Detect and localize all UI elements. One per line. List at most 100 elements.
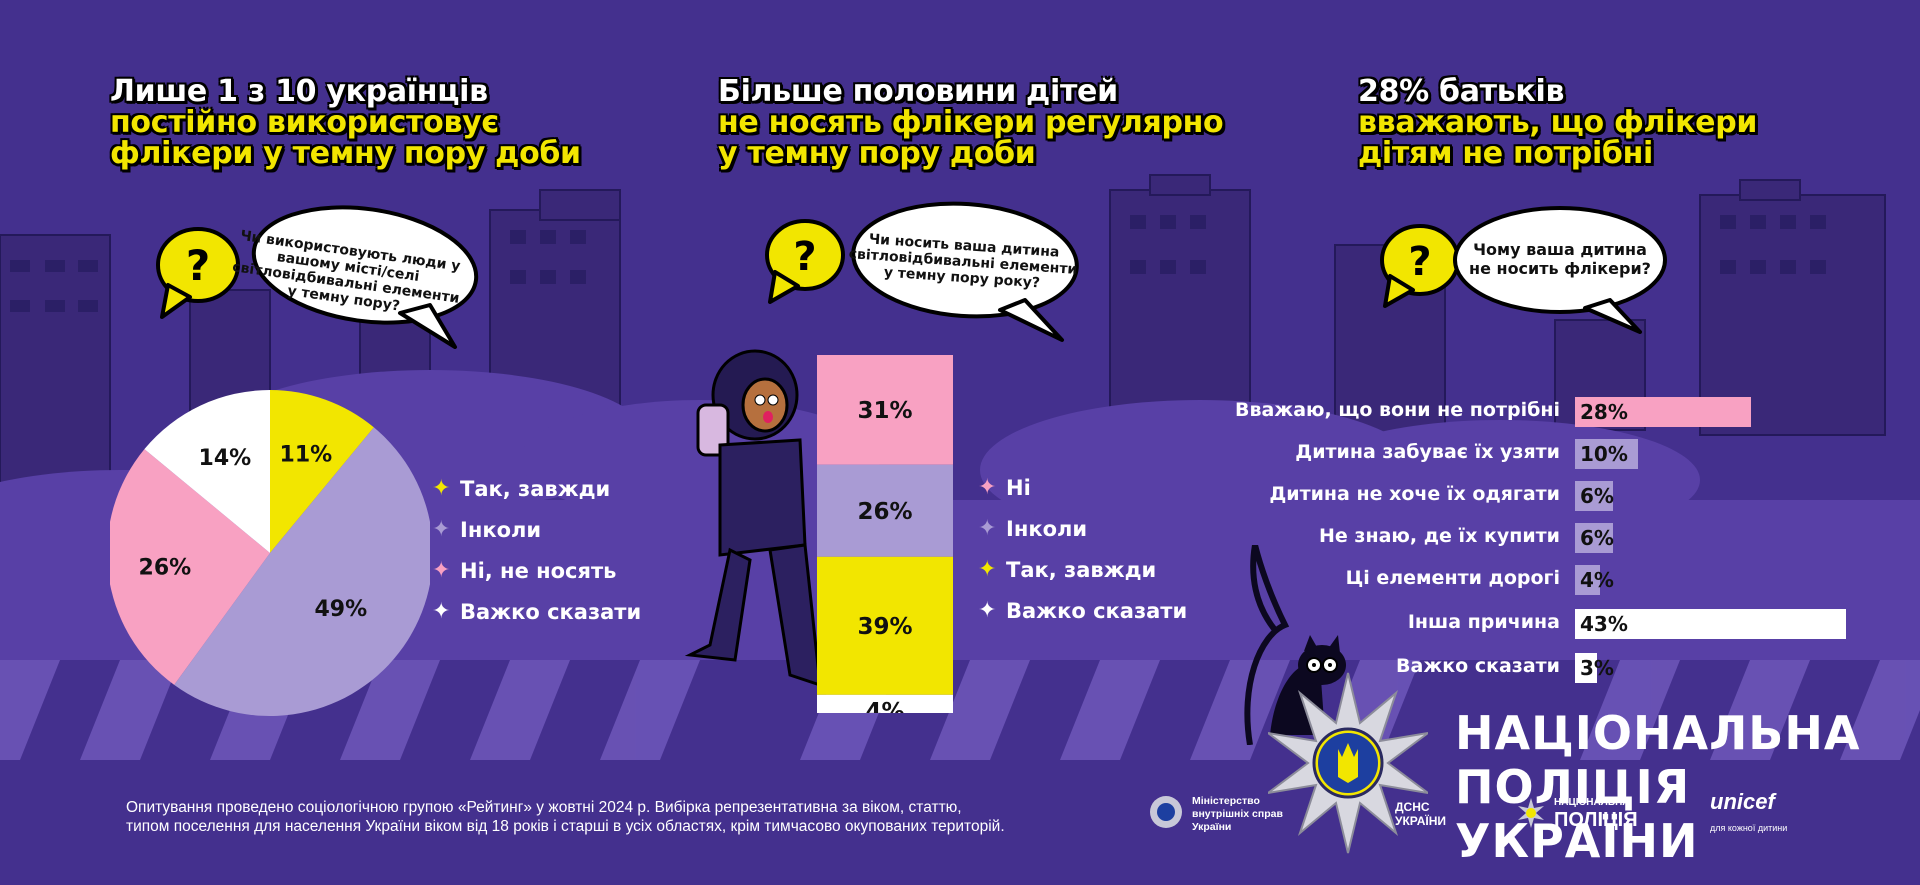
hbar-value-label: 3% <box>1580 656 1614 680</box>
stacked-bar-segment <box>817 464 953 557</box>
np-line1: НАЦІОНАЛЬНА <box>1554 797 1630 808</box>
footnote-line2: типом поселення для населення України ві… <box>126 818 1005 835</box>
star-icon: ✦ <box>432 476 451 501</box>
panel2-title-line1: Більше половини дітей <box>718 74 1118 109</box>
stacked-bar-label: 26% <box>857 499 912 525</box>
hbar-value-label: 43% <box>1580 612 1628 636</box>
panel2-speech-bubbles: ? <box>765 201 1079 342</box>
stacked-bar-label: 31% <box>857 398 912 424</box>
pie-slice-label: 49% <box>315 597 368 622</box>
hbar-category-label: Ці елементи дорогі <box>1345 567 1560 589</box>
panel3-title-line3: дітям не потрібні <box>1358 136 1653 171</box>
panel1-title-line3: флікери у темну пору доби <box>110 136 581 171</box>
panel1-speech-bubbles: ? <box>156 205 479 349</box>
survey-footnote: Опитування проведено соціологічною групо… <box>126 798 1005 836</box>
question-bubble <box>1453 206 1667 334</box>
stacked-bar-segment <box>817 556 953 695</box>
legend-label: Ні <box>1006 475 1031 500</box>
panel1-pie-chart: 11% 49% 26% 14% <box>110 390 430 716</box>
mvs-line3: України <box>1192 821 1232 833</box>
legend-item: ✦ Інколи <box>978 508 1187 549</box>
star-icon: ✦ <box>432 558 451 583</box>
panel3-title-line2: вважають, що флікери <box>1358 105 1758 140</box>
panel2-title-line2: не носять флікери регулярно <box>718 105 1224 140</box>
stacked-bar-label: 39% <box>857 614 912 640</box>
police-title-line2: ПОЛІЦІЯ УКРАЇНИ <box>1455 760 1699 868</box>
legend-label: Ні, не носять <box>460 558 617 583</box>
star-icon: ✦ <box>432 599 451 624</box>
legend-label: Важко сказати <box>460 599 642 624</box>
svg-text:?: ? <box>793 234 816 280</box>
question-bubble <box>851 201 1079 342</box>
panel2-title-line3: у темну пору доби <box>718 136 1036 171</box>
dsns-line1: ДСНС <box>1395 800 1430 814</box>
panel3-title: 28% батьків вважають, що флікери дітям н… <box>1358 76 1757 169</box>
hbar-bar <box>1575 609 1846 639</box>
mvs-line1: Міністерство <box>1192 795 1260 807</box>
panel1-legend: ✦ Так, завжди ✦ Інколи ✦ Ні, не носять ✦ Важ… <box>432 468 641 632</box>
pie-slice-label: 11% <box>280 442 333 467</box>
hbar-category-label: Важко сказати <box>1396 655 1560 677</box>
hbar-category-label: Інша причина <box>1407 611 1560 633</box>
pie-slice-label: 14% <box>199 446 252 471</box>
dsns-logo-text: ДСНС УКРАЇНИ <box>1395 800 1446 828</box>
legend-item: ✦ Так, завжди <box>978 549 1187 590</box>
police-title: НАЦІОНАЛЬНА ПОЛІЦІЯ УКРАЇНИ <box>1455 706 1920 868</box>
legend-item: ✦ Ні, не носять <box>432 550 641 591</box>
legend-item: ✦ Так, завжди <box>432 468 641 509</box>
unicef-name: unicef <box>1710 789 1775 814</box>
question-bubble-icon: ? <box>765 219 845 304</box>
legend-item: ✦ Інколи <box>432 509 641 550</box>
panel3-title-line1: 28% батьків <box>1358 74 1565 109</box>
hbar-bar <box>1575 565 1601 595</box>
legend-label: Так, завжди <box>1006 557 1157 582</box>
pie-slice <box>110 449 270 685</box>
question-bubble <box>251 205 479 349</box>
question-bubble-icon: ? <box>156 227 240 319</box>
svg-text:?: ? <box>186 241 210 290</box>
svg-text:?: ? <box>1408 239 1431 285</box>
hbar-bar <box>1575 523 1613 553</box>
pie-slice-label: 26% <box>139 555 192 580</box>
panel2-legend: ✦ Ні ✦ Інколи ✦ Так, завжди ✦ Важко сказати <box>978 467 1187 631</box>
unicef-tagline: для кожної дитини <box>1710 823 1788 833</box>
hbar-value-label: 6% <box>1580 484 1614 508</box>
legend-label: Важко сказати <box>1006 598 1188 623</box>
hbar-bar <box>1575 439 1638 469</box>
star-icon: ✦ <box>978 557 997 582</box>
legend-item: ✦ Ні <box>978 467 1187 508</box>
hbar-bar <box>1575 397 1752 427</box>
mvs-line2: внутрішніх справ <box>1192 808 1283 820</box>
panel1-title-line1: Лише 1 з 10 українців <box>110 74 488 109</box>
hbar-category-label: Вважаю, що вони не потрібні <box>1234 399 1560 421</box>
question-bubble-icon: ? <box>1380 224 1460 308</box>
hbar-value-label: 10% <box>1580 442 1628 466</box>
hbar-value-label: 28% <box>1580 400 1628 424</box>
panel1-title-line2: постійно використовує <box>110 105 499 140</box>
np-emblem-icon <box>1518 798 1544 828</box>
hbar-value-label: 6% <box>1580 526 1614 550</box>
dsns-line2: УКРАЇНИ <box>1395 814 1447 828</box>
legend-label: Інколи <box>1006 516 1088 541</box>
footnote-line1: Опитування проведено соціологічною групо… <box>126 799 962 816</box>
np-line2: ПОЛІЦІЯ <box>1554 809 1638 831</box>
stacked-bar-segment <box>817 355 953 465</box>
star-icon: ✦ <box>432 517 451 542</box>
legend-item: ✦ Важко сказати <box>978 590 1187 631</box>
police-title-line1: НАЦІОНАЛЬНА <box>1455 706 1861 760</box>
police-star-emblem <box>1268 672 1428 854</box>
panel1-title: Лише 1 з 10 українців постійно використо… <box>110 76 581 169</box>
hbar-bar <box>1575 481 1613 511</box>
panel3-question: Чому ваша дитина не носить флікери? <box>1469 240 1651 278</box>
hbar-category-label: Дитина забуває їх узяти <box>1295 441 1560 463</box>
pie-slice <box>270 390 374 553</box>
character-illustration <box>684 349 822 688</box>
panel2-stacked-bar-chart: 31% 26% 39% 4% <box>817 355 953 713</box>
hbar-category-label: Дитина не хоче їх одягати <box>1269 483 1560 505</box>
mvs-logo-text: Міністерство внутрішніх справ України <box>1192 795 1283 834</box>
stacked-bar-segment <box>817 694 953 713</box>
mvs-emblem-icon <box>1150 796 1182 828</box>
pie-slice <box>144 390 270 553</box>
panel2-title: Більше половини дітей не носять флікери … <box>718 74 1224 171</box>
pie-slice <box>174 427 430 716</box>
